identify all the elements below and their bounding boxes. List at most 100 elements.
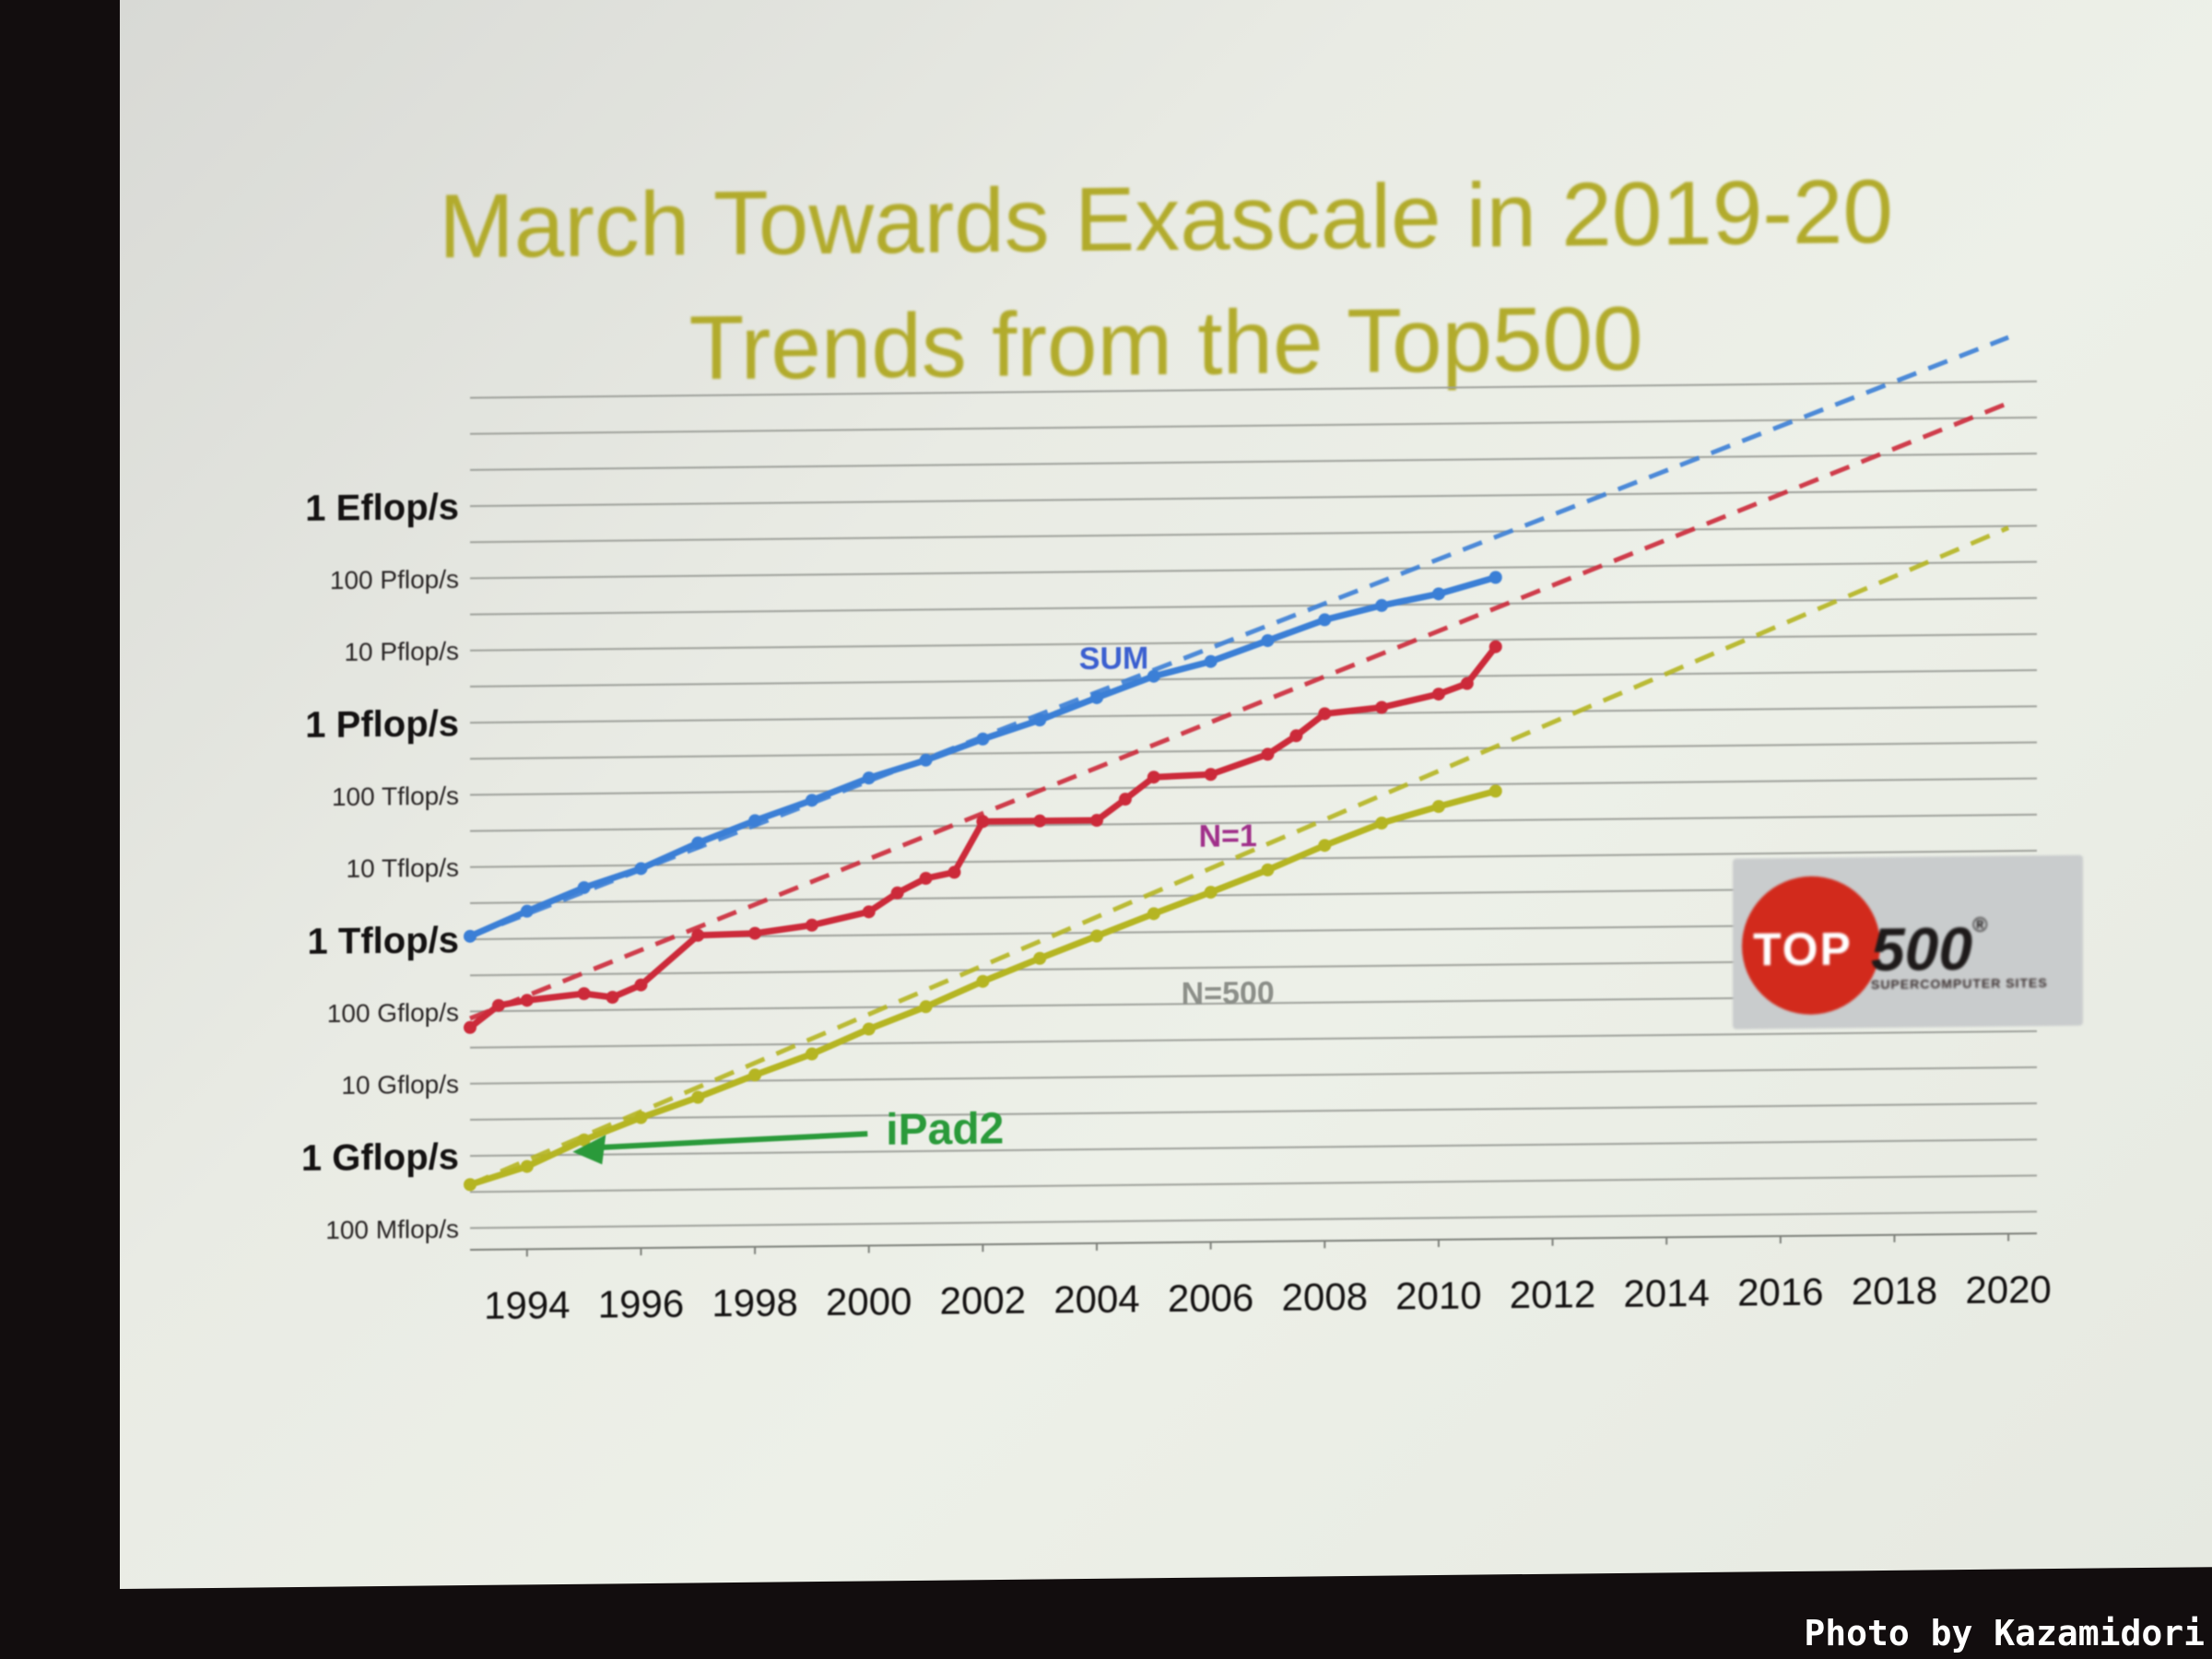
gridline [470, 705, 2037, 724]
gridline [470, 380, 2037, 399]
data-point-n-1 [748, 926, 762, 940]
y-tick-label: 100 Gflop/s [327, 998, 459, 1028]
gridline [470, 777, 2037, 796]
data-point-sum [1488, 571, 1502, 584]
gridline [470, 596, 2037, 616]
data-point-n-1 [577, 987, 591, 1001]
x-tick-label: 1998 [712, 1280, 797, 1324]
x-tick-label: 1996 [598, 1282, 684, 1326]
gridline [470, 1210, 2037, 1230]
gridline [470, 1030, 2037, 1049]
slide: March Towards Exascale in 2019-20 Trends… [120, 0, 2212, 1589]
gridline [470, 849, 2037, 868]
data-point-sum [1431, 587, 1445, 601]
series-label-n-1: N=1 [1199, 818, 1257, 854]
x-tick-label: 2000 [826, 1279, 912, 1324]
x-tick-label: 2014 [1623, 1271, 1709, 1315]
y-tick-label: 10 Pflop/s [344, 637, 459, 666]
data-point-n-1 [947, 865, 961, 879]
data-point-n-500 [1033, 951, 1047, 965]
data-point-sum [748, 814, 762, 828]
y-tick-label: 1 Eflop/s [305, 487, 459, 529]
data-point-n-500 [464, 1178, 477, 1192]
logo-top-text: TOP [1753, 923, 1853, 976]
data-point-n-500 [691, 1090, 705, 1104]
data-point-sum [1033, 713, 1047, 727]
data-point-sum [691, 836, 705, 850]
gridline [470, 669, 2037, 688]
data-point-sum [862, 771, 876, 785]
logo-500-number: 500 [1871, 913, 1973, 984]
data-point-n-1 [491, 998, 505, 1012]
logo-tagline: SUPERCOMPUTER SITES [1871, 975, 2048, 993]
x-tick-label: 2020 [1965, 1267, 2051, 1312]
gridline [470, 524, 2037, 544]
trend-line-n-1 [469, 400, 2009, 1021]
data-point-n-1 [1204, 768, 1218, 782]
gridline [470, 741, 2037, 760]
annotation-arrow-head [572, 1135, 606, 1165]
data-point-n-500 [805, 1047, 818, 1061]
data-point-n-1 [1375, 700, 1389, 714]
data-point-n-500 [862, 1022, 876, 1036]
data-point-n-1 [805, 918, 818, 932]
data-point-sum [1261, 634, 1275, 648]
data-point-n-500 [976, 974, 990, 988]
data-point-n-1 [890, 886, 904, 900]
data-point-n-1 [1147, 771, 1160, 784]
gridline [470, 488, 2037, 508]
data-point-n-1 [1318, 707, 1332, 721]
data-point-n-1 [464, 1020, 477, 1034]
gridline [470, 416, 2037, 435]
series-label-sum: SUM [1079, 641, 1149, 677]
data-point-n-1 [1289, 729, 1303, 743]
y-tick-label: 1 Tflop/s [308, 920, 459, 962]
data-point-sum [1318, 613, 1332, 627]
data-point-sum [634, 862, 648, 876]
data-point-n-500 [1090, 929, 1103, 943]
x-tick-label: 2004 [1053, 1277, 1139, 1321]
data-point-n-500 [1147, 907, 1160, 921]
series-label-n-500: N=500 [1182, 975, 1275, 1011]
trend-line-sum [469, 335, 2009, 939]
logo-registered-mark: ® [1972, 912, 1988, 936]
data-point-sum [1204, 654, 1218, 668]
data-point-n-500 [1204, 886, 1218, 900]
data-point-sum [1147, 669, 1160, 683]
data-point-n-1 [1488, 640, 1502, 653]
data-point-n-1 [1261, 747, 1275, 761]
data-point-n-1 [976, 815, 990, 829]
data-point-n-500 [1318, 839, 1332, 853]
data-point-n-500 [1488, 784, 1502, 798]
x-tick-label: 2018 [1852, 1268, 1937, 1312]
top500-logo: TOP 500® SUPERCOMPUTER SITES [1733, 854, 2083, 1030]
data-point-sum [1090, 690, 1103, 704]
data-point-n-1 [1033, 814, 1047, 828]
data-point-sum [919, 753, 933, 767]
data-point-n-1 [1118, 793, 1132, 806]
x-axis-line [470, 1232, 2037, 1252]
y-tick-label: 100 Tflop/s [332, 782, 459, 811]
gridline [470, 1065, 2037, 1085]
data-point-n-500 [1261, 863, 1275, 877]
x-tick-label: 2016 [1737, 1270, 1823, 1314]
data-point-n-1 [862, 905, 876, 919]
x-tick-label: 2008 [1282, 1275, 1368, 1319]
gridline [470, 1138, 2037, 1158]
y-tick-label: 1 Pflop/s [305, 703, 459, 746]
data-point-sum [976, 732, 990, 746]
data-point-sum [577, 881, 591, 895]
y-tick-label: 10 Gflop/s [341, 1070, 459, 1100]
data-point-n-500 [634, 1111, 648, 1124]
data-point-n-500 [577, 1133, 591, 1147]
y-tick-label: 100 Pflop/s [330, 565, 459, 594]
annotation-arrow-shaft [591, 1131, 868, 1151]
x-tick-label: 2012 [1510, 1272, 1595, 1316]
photo-credit: Photo by Kazamidori [1804, 1613, 2205, 1653]
data-point-n-500 [748, 1068, 762, 1082]
data-point-n-500 [520, 1159, 534, 1173]
data-point-n-1 [520, 994, 534, 1007]
x-tick-label: 2010 [1395, 1274, 1481, 1318]
data-point-n-1 [606, 991, 619, 1005]
x-tick-label: 2006 [1168, 1276, 1253, 1320]
